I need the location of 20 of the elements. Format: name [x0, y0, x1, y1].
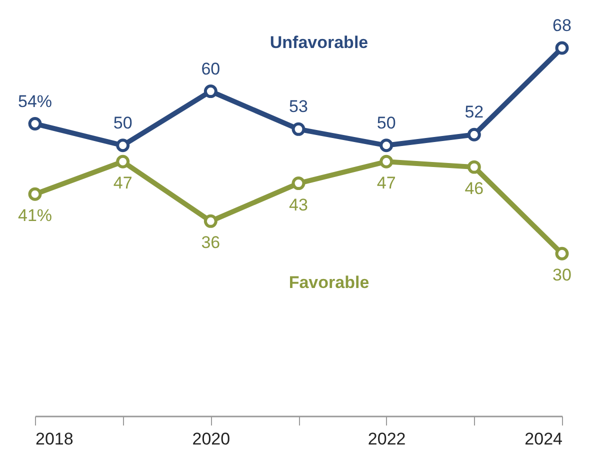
- x-tick-label: 2024: [524, 430, 562, 448]
- data-label: 54%: [18, 92, 52, 111]
- data-label: 30: [552, 266, 572, 285]
- data-label: 53: [289, 97, 308, 116]
- data-label: 41%: [18, 206, 52, 226]
- x-tick-label: 2018: [36, 430, 74, 448]
- data-label: 50: [113, 113, 132, 132]
- data-label: 68: [552, 16, 572, 35]
- data-label: 43: [289, 195, 308, 214]
- text: Favorable: [288, 273, 370, 292]
- data-label: 47: [376, 174, 396, 193]
- data-label: 47: [113, 174, 132, 193]
- data-label: 60: [201, 59, 220, 78]
- data-label: 50: [376, 113, 396, 132]
- x-tick-label: 2022: [368, 430, 406, 448]
- x-tick-label: 2020: [192, 430, 230, 448]
- data-label: 46: [464, 179, 484, 198]
- text: Unfavorable: [270, 33, 368, 52]
- data-label: 36: [201, 233, 220, 252]
- data-label: 52: [464, 102, 484, 122]
